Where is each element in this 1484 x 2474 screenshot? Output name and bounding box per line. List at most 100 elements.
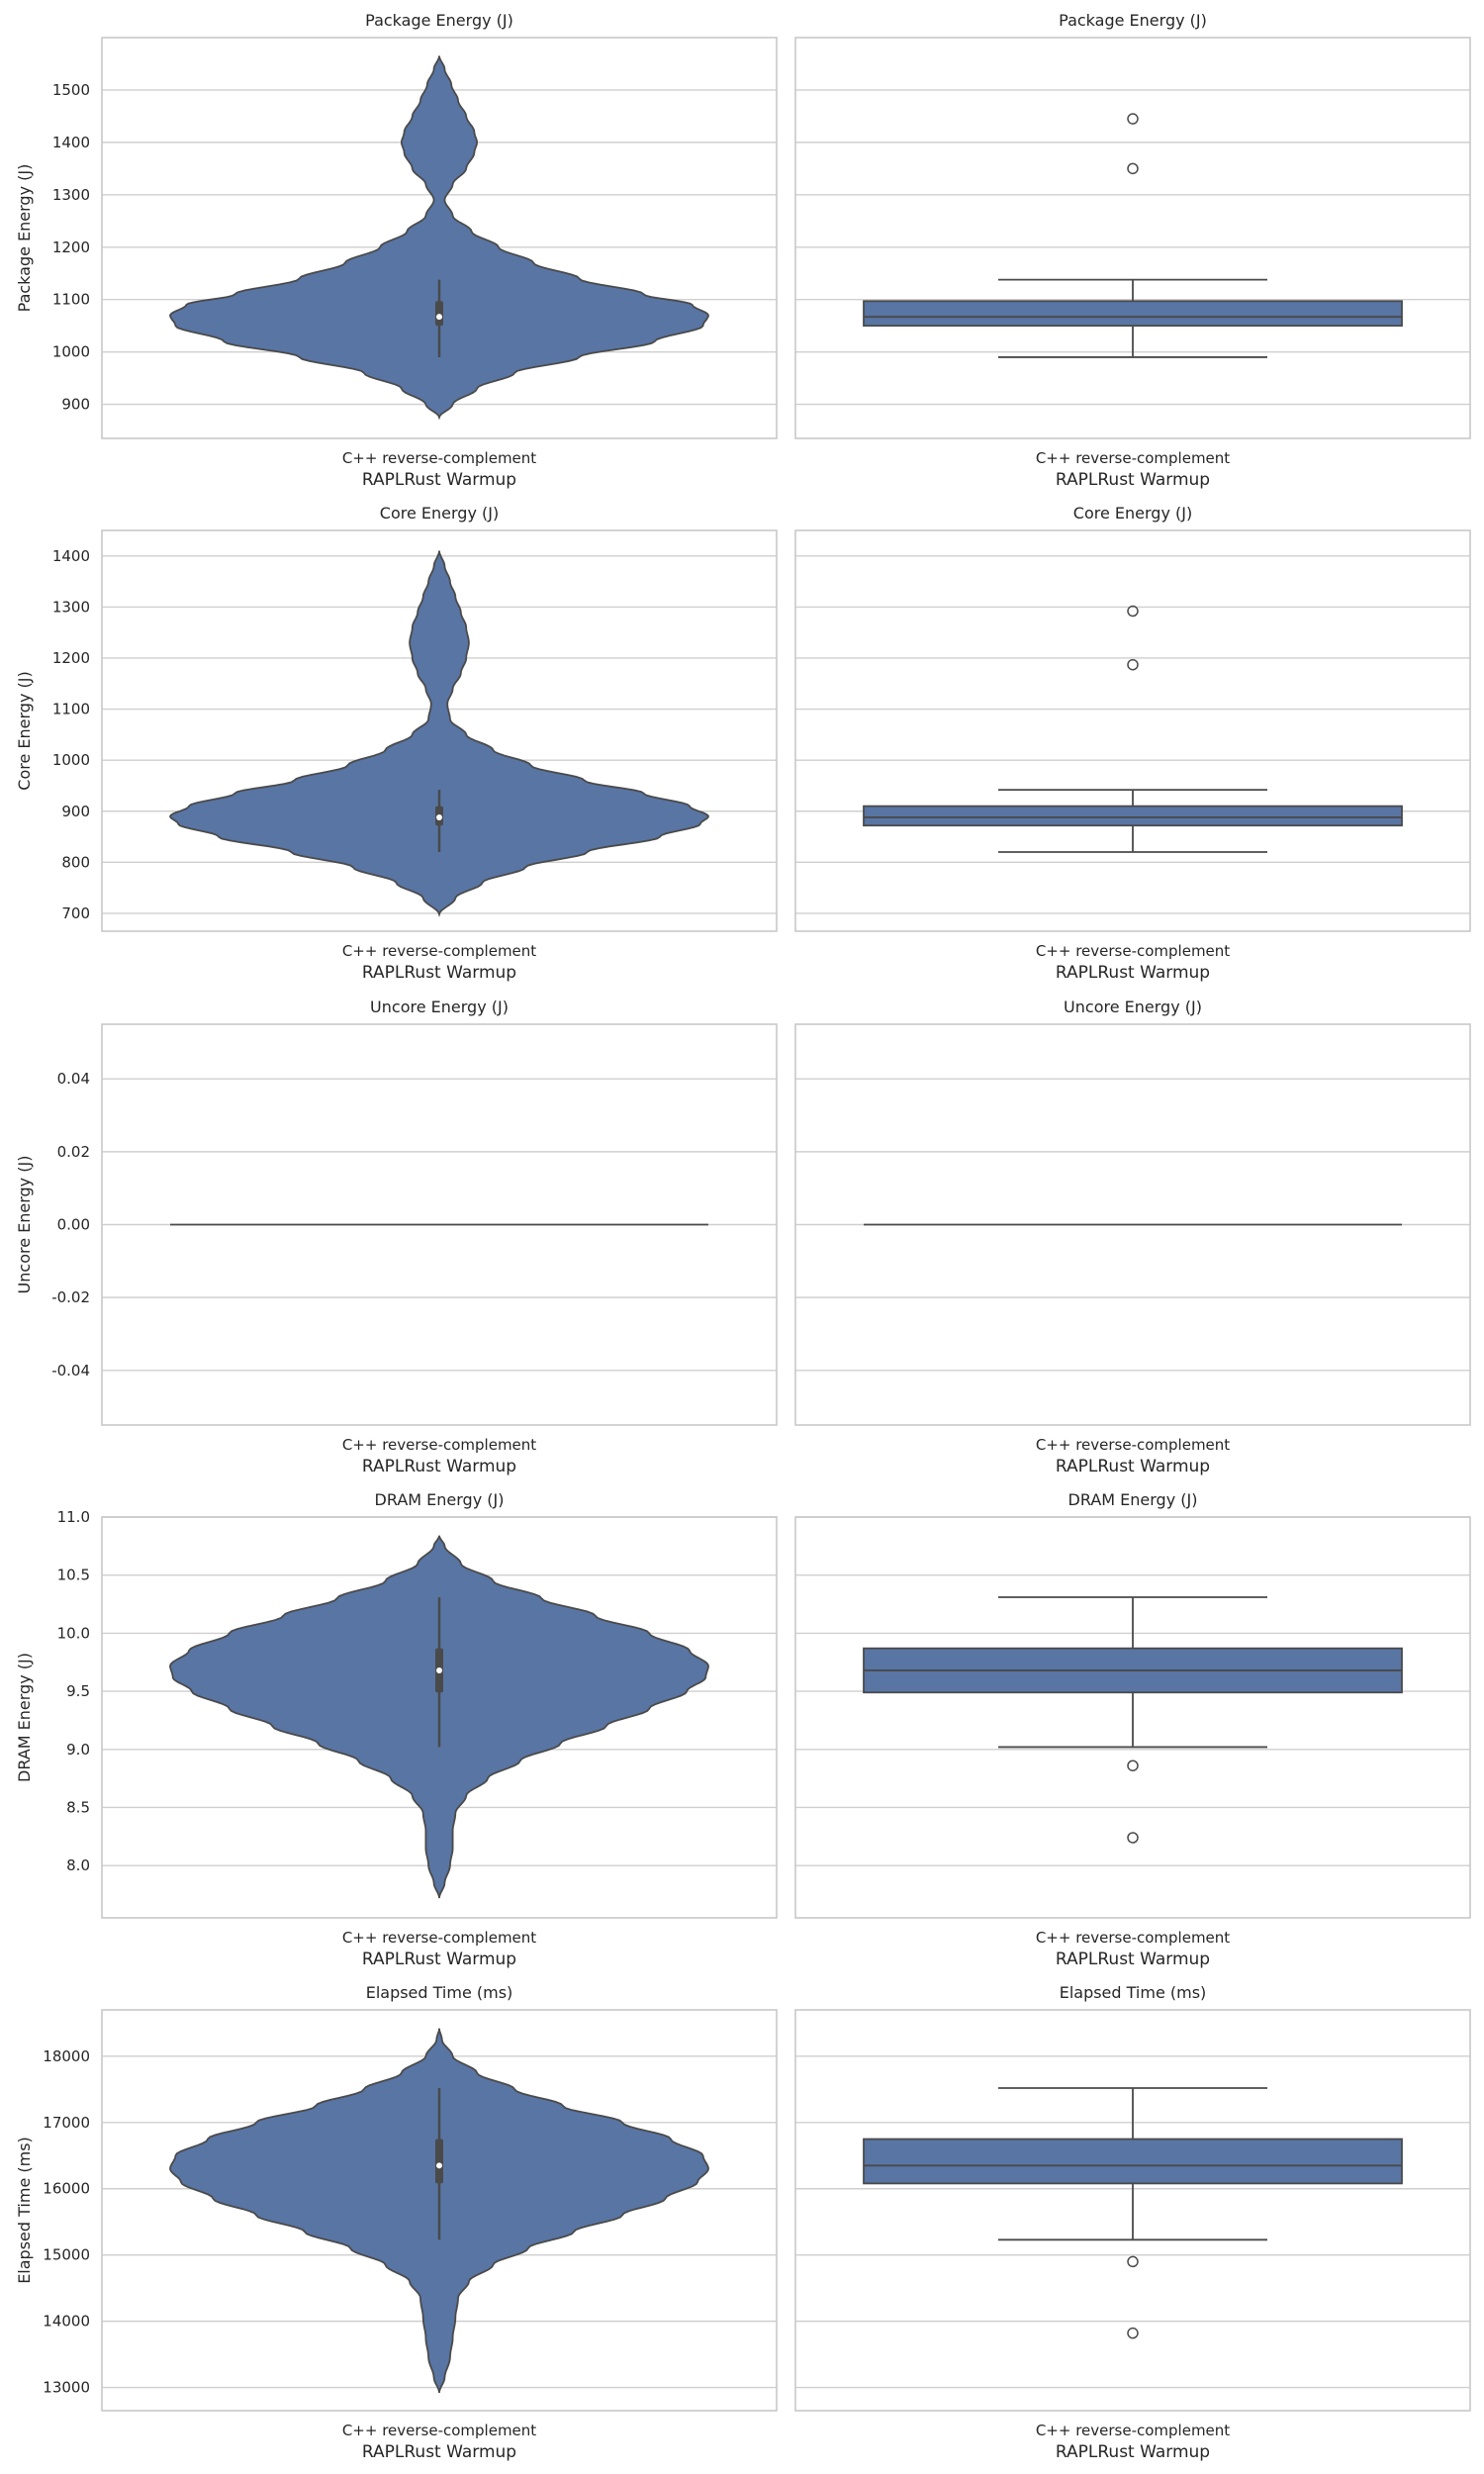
subplot-title: Package Energy (J) [365,11,513,30]
violin-body [169,55,709,421]
y-tick-label: 10.0 [57,1624,90,1642]
x-tick-label: C++ reverse-complement [342,2422,536,2439]
y-tick-label: 0.02 [57,1143,90,1161]
y-tick-label: 1200 [52,238,90,256]
y-tick-label: 800 [61,853,90,871]
subplot-title: Elapsed Time (ms) [366,1983,513,2002]
box-iqr [863,2138,1403,2185]
y-tick-label: 900 [61,396,90,414]
y-tick-label: 1200 [52,649,90,667]
violin-median-point [436,314,442,321]
outlier-point [1127,162,1139,175]
y-tick-label: 1400 [52,547,90,565]
y-tick-label: 1300 [52,186,90,204]
subplot-4-violin: DRAM Energy (J) 8.0 8.5 9.0 9.5 10.0 10.5 11.0 D… [15,1490,778,1969]
x-axis-label: RAPLRust Warmup [1056,2442,1210,2462]
x-tick-label: C++ reverse-complement [1036,449,1230,467]
x-axis-label: RAPLRust Warmup [1056,1950,1210,1969]
y-axis-label: Elapsed Time (ms) [15,2137,34,2284]
y-tick-label: 17000 [43,2114,90,2132]
subplot-title: Core Energy (J) [1073,504,1192,523]
y-tick-label: 13000 [43,2379,90,2397]
plot-frame [794,529,1471,932]
y-tick-label: 1500 [52,81,90,99]
y-tick-label: 1100 [52,701,90,718]
subplot-title: Elapsed Time (ms) [1060,1983,1207,2002]
subplot-1-box: Package Energy (J) C++ reverse-complement… [794,11,1471,490]
y-tick-label: 900 [61,803,90,820]
subplot-title: Package Energy (J) [1059,11,1207,30]
violin-body [168,550,710,917]
outlier-point [1127,2327,1139,2339]
x-tick-label: C++ reverse-complement [342,1436,536,1454]
y-tick-label: 1000 [52,751,90,769]
x-axis-label: RAPLRust Warmup [362,963,516,983]
violin-iqr-bar [435,2139,443,2184]
outlier-point [1127,658,1139,671]
y-tick-label: 10.5 [57,1567,90,1584]
x-tick-label: C++ reverse-complement [1036,2422,1230,2439]
subplot-2-violin: Core Energy (J) 700 800 900 1000 1100 1200 1300… [15,504,778,983]
subplot-title: DRAM Energy (J) [1068,1490,1198,1509]
x-axis-label: RAPLRust Warmup [362,1950,516,1969]
violin-median-point [436,1666,442,1673]
x-tick-label: C++ reverse-complement [1036,942,1230,960]
subplot-title: Uncore Energy (J) [1064,998,1202,1016]
y-tick-label: 15000 [43,2246,90,2264]
plot-frame [794,1023,1471,1426]
x-tick-label: C++ reverse-complement [342,1929,536,1947]
x-axis-label: RAPLRust Warmup [1056,470,1210,490]
y-tick-label: 700 [61,904,90,922]
y-axis-label: Package Energy (J) [15,164,34,313]
y-tick-label: 1000 [52,343,90,361]
y-tick-label: -0.02 [51,1288,90,1306]
plot-frame [794,37,1471,439]
plot-frame [101,529,778,932]
subplot-title: Core Energy (J) [380,504,499,523]
violin-iqr-bar [435,301,443,327]
y-tick-label: 9.5 [66,1682,90,1700]
box-iqr [863,300,1403,328]
violin-median-point [436,2162,442,2169]
x-tick-label: C++ reverse-complement [342,449,536,467]
y-axis-label: Uncore Energy (J) [15,1156,34,1294]
subplot-5-box: Elapsed Time (ms) C++ reverse-complement R… [794,1983,1471,2462]
subplot-5-violin: Elapsed Time (ms) 13000 14000 15000 16000 170… [15,1983,778,2462]
plot-frame [794,2009,1471,2412]
outlier-point [1127,113,1139,125]
x-axis-label: RAPLRust Warmup [362,470,516,490]
y-axis-label: DRAM Energy (J) [15,1653,34,1782]
y-tick-label: -0.04 [51,1362,90,1380]
y-tick-label: 0.00 [57,1216,90,1234]
y-axis-label: Core Energy (J) [15,671,34,790]
y-tick-label: 0.04 [57,1070,90,1088]
y-tick-label: 11.0 [57,1508,90,1526]
plot-frame [101,2009,778,2412]
x-axis-label: RAPLRust Warmup [362,1457,516,1476]
y-tick-label: 18000 [43,2047,90,2065]
y-tick-label: 1100 [52,291,90,309]
subplot-title: DRAM Energy (J) [375,1490,505,1509]
outlier-point [1127,1760,1139,1771]
subplot-2-box: Core Energy (J) C++ reverse-complement RAP… [794,504,1471,983]
x-axis-label: RAPLRust Warmup [1056,1457,1210,1476]
plot-frame [101,1516,778,1919]
box-iqr [863,805,1403,827]
y-tick-label: 1400 [52,134,90,151]
subplot-3-box: Uncore Energy (J) C++ reverse-complement R… [794,998,1471,1476]
x-tick-label: C++ reverse-complement [1036,1436,1230,1454]
y-tick-label: 1300 [52,598,90,616]
plot-frame [101,1023,778,1426]
y-tick-label: 9.0 [66,1741,90,1759]
x-axis-label: RAPLRust Warmup [362,2442,516,2462]
x-axis-label: RAPLRust Warmup [1056,963,1210,983]
outlier-point [1127,2255,1139,2268]
subplot-1-violin: Package Energy (J) 900 1000 1100 1200 1300 140… [15,11,778,490]
y-tick-label: 8.5 [66,1798,90,1816]
violin-median-point [436,813,442,820]
subplot-4-box: DRAM Energy (J) C++ reverse-complement RAP… [794,1490,1471,1969]
x-tick-label: C++ reverse-complement [1036,1929,1230,1947]
outlier-point [1127,605,1139,618]
y-tick-label: 14000 [43,2313,90,2331]
